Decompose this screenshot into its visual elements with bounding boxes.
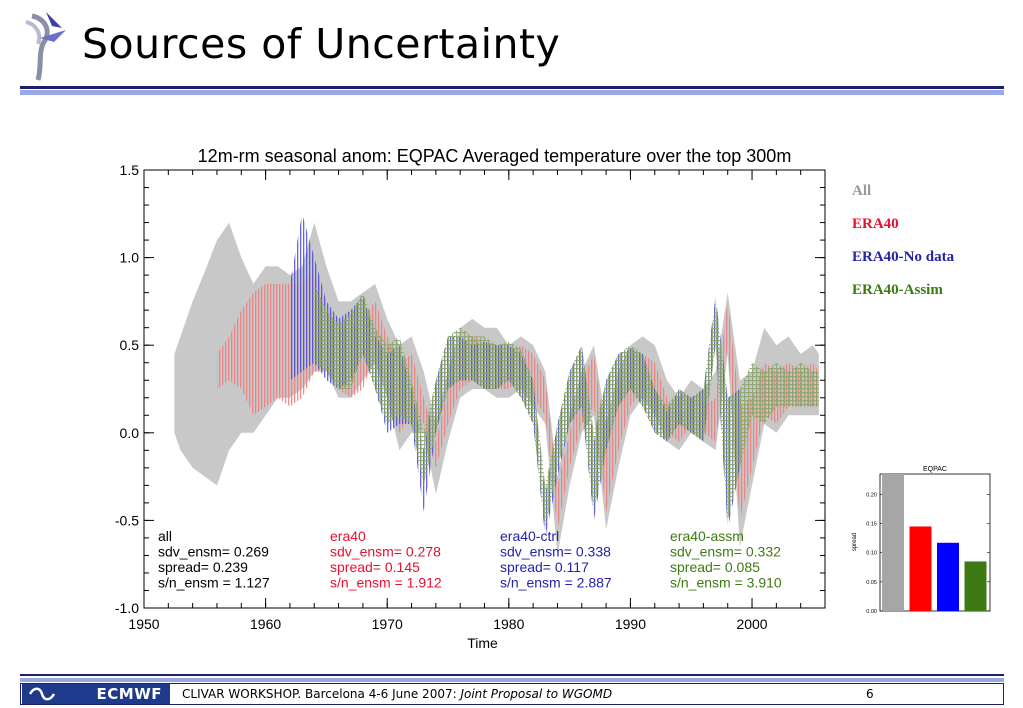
stats-annotation: era40-ctrl xyxy=(500,528,559,544)
inset-y-axis-label: spread xyxy=(852,533,858,551)
page-number: 6 xyxy=(866,687,874,701)
y-tick-label: 0.5 xyxy=(120,337,140,353)
ecmwf-logo-text: ECMWF xyxy=(96,685,162,703)
stats-annotation: spread= 0.085 xyxy=(670,559,760,575)
chart-title: 12m-rm seasonal anom: EQPAC Averaged tem… xyxy=(198,146,792,166)
inset-bar-era40-ctrl xyxy=(937,542,959,611)
x-tick-label: 2000 xyxy=(736,616,767,632)
footer-bar xyxy=(20,683,1004,705)
inset-bar-era40 xyxy=(909,526,932,611)
footer-caption-italic: Joint Proposal to WGOMD xyxy=(460,687,613,701)
inset-y-tick-label: 0.05 xyxy=(866,580,877,586)
y-tick-label: -1.0 xyxy=(115,600,139,616)
x-tick-label: 1990 xyxy=(615,616,646,632)
legend-entry-era40-no-data: ERA40-No data xyxy=(852,249,955,265)
inset-bar-all xyxy=(882,474,904,611)
header-divider-accent xyxy=(20,90,1004,95)
footer-caption: CLIVAR WORKSHOP. Barcelona 4-6 June 2007… xyxy=(182,685,612,703)
slide-title: Sources of Uncertainty xyxy=(82,20,561,68)
stats-annotation: spread= 0.145 xyxy=(330,559,420,575)
stats-annotation: all xyxy=(158,528,172,544)
header-divider xyxy=(20,86,1004,89)
x-axis-label: Time xyxy=(467,635,498,651)
stats-annotation: era40-assm xyxy=(670,528,744,544)
y-tick-label: -0.5 xyxy=(115,512,139,528)
x-tick-label: 1970 xyxy=(372,616,403,632)
stats-annotation: sdv_ensm= 0.269 xyxy=(158,544,269,560)
stats-annotation: sdv_ensm= 0.332 xyxy=(670,544,781,560)
ecmwf-logo: ECMWF xyxy=(22,684,170,704)
inset-y-tick-label: 0.15 xyxy=(866,522,877,528)
stats-annotation: era40 xyxy=(330,528,366,544)
x-tick-label: 1960 xyxy=(250,616,281,632)
y-tick-label: 1.0 xyxy=(120,250,140,266)
legend-entry-all: All xyxy=(852,183,872,199)
legend-entry-era40: ERA40 xyxy=(852,216,899,232)
stats-annotation: s/n_ensm = 2.887 xyxy=(500,575,612,591)
inset-y-tick-label: 0.10 xyxy=(866,551,877,557)
series-band-era40-assim xyxy=(314,283,819,530)
x-tick-label: 1980 xyxy=(493,616,524,632)
x-tick-label: 1950 xyxy=(128,616,159,632)
chart-legend: All ERA40 ERA40-No data ERA40-Assim xyxy=(852,175,954,307)
stats-annotation: s/n_ensm = 1.912 xyxy=(330,575,442,591)
inset-y-tick-label: 0.20 xyxy=(866,492,877,498)
legend-entry-era40-assim: ERA40-Assim xyxy=(852,282,943,298)
stats-annotation: s/n_ensm = 3.910 xyxy=(670,575,782,591)
inset-y-tick-label: 0.00 xyxy=(866,609,877,615)
stats-annotation: sdv_ensm= 0.338 xyxy=(500,544,611,560)
stats-annotation: sdv_ensm= 0.278 xyxy=(330,544,441,560)
footer-divider-accent xyxy=(20,678,1004,682)
y-tick-label: 0.0 xyxy=(120,425,140,441)
stats-annotation: spread= 0.239 xyxy=(158,559,248,575)
inset-bar-era40-assm xyxy=(964,561,987,611)
slide-logo-icon xyxy=(25,12,66,81)
y-tick-label: 1.5 xyxy=(120,162,140,178)
footer-divider xyxy=(20,674,1004,676)
inset-title: EQPAC xyxy=(923,466,947,473)
stats-annotation: spread= 0.117 xyxy=(500,559,589,575)
footer-caption-text: CLIVAR WORKSHOP. Barcelona 4-6 June 2007… xyxy=(182,687,461,701)
stats-annotation: s/n_ensm = 1.127 xyxy=(158,575,270,591)
ecmwf-swirl-icon xyxy=(28,687,56,701)
